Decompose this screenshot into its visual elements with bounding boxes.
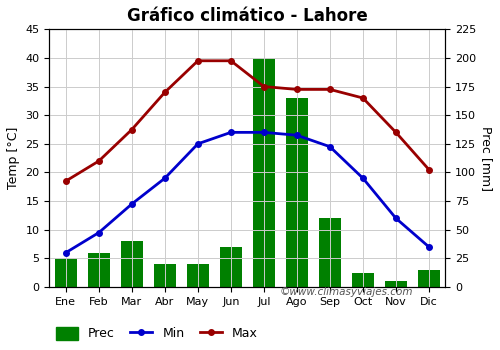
Max [195,59,201,63]
Max [129,127,135,132]
Bar [121,241,142,287]
Bar [154,264,176,287]
Y-axis label: Temp [°C]: Temp [°C] [7,127,20,189]
Line: Max: Max [63,58,432,184]
Bar [319,218,340,287]
Bar [385,281,406,287]
Max [63,179,69,183]
Y-axis label: Prec [mm]: Prec [mm] [480,126,493,191]
Max [96,159,102,163]
Min [195,142,201,146]
Bar [220,247,242,287]
Max [393,130,399,134]
Min [426,245,432,249]
Min [162,176,168,180]
Min [360,176,366,180]
Bar [286,98,308,287]
Max [261,84,267,89]
Legend: Prec, Min, Max: Prec, Min, Max [56,327,258,341]
Min [96,231,102,235]
Max [228,59,234,63]
Line: Min: Min [63,130,432,256]
Min [228,130,234,134]
Min [327,145,333,149]
Min [393,216,399,221]
Title: Gráfico climático - Lahore: Gráfico climático - Lahore [127,7,368,25]
Max [327,87,333,91]
Bar [187,264,208,287]
Text: ©www.climasyviajes.com: ©www.climasyviajes.com [279,287,412,297]
Min [294,133,300,137]
Max [162,90,168,94]
Bar [88,253,110,287]
Max [360,96,366,100]
Bar [253,58,274,287]
Bar [418,270,440,287]
Bar [352,273,374,287]
Bar [55,258,76,287]
Max [294,87,300,91]
Max [426,168,432,172]
Min [261,130,267,134]
Min [63,251,69,255]
Min [129,202,135,206]
